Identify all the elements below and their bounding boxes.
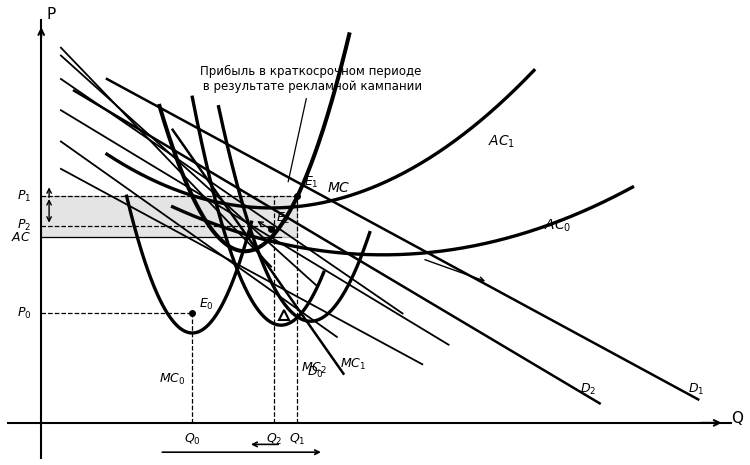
Text: Q: Q — [731, 412, 743, 426]
Text: $AC$: $AC$ — [11, 231, 32, 244]
Text: $AC_0$: $AC_0$ — [544, 217, 572, 234]
Bar — [41, 196, 298, 237]
Text: $Q_1$: $Q_1$ — [290, 432, 306, 446]
Text: $D_2$: $D_2$ — [580, 382, 596, 397]
Text: $P_1$: $P_1$ — [17, 189, 32, 204]
Text: $P_0$: $P_0$ — [16, 306, 32, 321]
Text: $E_1$: $E_1$ — [304, 175, 319, 190]
Text: $D_1$: $D_1$ — [688, 382, 705, 397]
Text: $Q_0$: $Q_0$ — [184, 432, 201, 446]
Text: $MC_0$: $MC_0$ — [160, 372, 186, 387]
Text: $E_0$: $E_0$ — [199, 296, 214, 312]
Text: Прибыль в краткосрочном периоде
 в результате рекламной кампании: Прибыль в краткосрочном периоде в резуль… — [199, 65, 422, 182]
Text: P: P — [46, 7, 56, 22]
Text: $MC$: $MC$ — [327, 181, 350, 195]
Text: $P_2$: $P_2$ — [17, 218, 32, 233]
Text: $D_0$: $D_0$ — [308, 365, 324, 379]
Text: $AC_1$: $AC_1$ — [488, 133, 515, 150]
Text: $E_2$: $E_2$ — [277, 211, 291, 226]
Text: $Q_2$: $Q_2$ — [266, 432, 283, 446]
Text: $MC_1$: $MC_1$ — [340, 357, 367, 372]
Text: $MC_2$: $MC_2$ — [301, 361, 327, 376]
